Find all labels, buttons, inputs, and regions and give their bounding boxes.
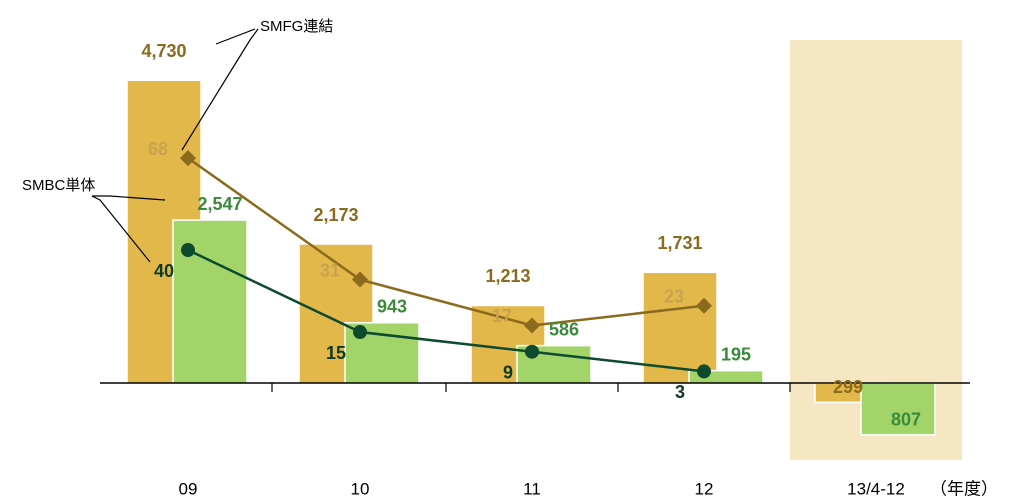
line-value-label: 15 xyxy=(326,343,346,363)
bar-value-label: 4,730 xyxy=(141,41,186,61)
x-tick-label: 10 xyxy=(351,479,370,498)
line-value-label: 40 xyxy=(154,261,174,281)
line xyxy=(187,248,705,373)
annotation: SMBC単体 xyxy=(22,177,95,194)
marker xyxy=(697,364,711,379)
marker xyxy=(353,325,367,340)
leader-lines xyxy=(91,28,259,263)
line-value-label: 31 xyxy=(320,260,340,280)
bar-value-label: 1,213 xyxy=(485,266,530,286)
bar-value-label: 807 xyxy=(891,410,921,430)
bar-value-label: 1,731 xyxy=(657,233,702,253)
line-value-label: 3 xyxy=(675,382,685,402)
marker xyxy=(696,297,712,314)
bar xyxy=(860,382,936,436)
x-tick-label: 11 xyxy=(523,479,541,498)
line-value-label: 23 xyxy=(664,287,684,307)
annotation: SMFG連結 xyxy=(260,18,333,35)
bar-value-label: 195 xyxy=(721,344,751,364)
line-value-label: 68 xyxy=(148,139,168,159)
x-tick-label: 12 xyxy=(695,479,714,498)
line-value-label: 17 xyxy=(492,306,512,326)
line-value-label: 9 xyxy=(503,362,513,382)
marker xyxy=(180,150,196,167)
marker xyxy=(352,271,368,288)
axis-ticks xyxy=(271,383,791,392)
x-tick-label: 09 xyxy=(179,479,198,498)
marker xyxy=(524,317,540,334)
line xyxy=(187,157,705,327)
bar-value-label: 2,173 xyxy=(313,205,358,225)
bar-value-label: 2,547 xyxy=(197,194,242,214)
marker xyxy=(525,344,539,359)
bar-value-label: 299 xyxy=(833,377,863,397)
x-tick-label: 13/4-12 xyxy=(847,479,905,498)
bar-value-label: 586 xyxy=(549,319,579,339)
marker xyxy=(181,243,195,258)
x-unit: （年度） xyxy=(930,479,998,498)
bar-value-label: 943 xyxy=(377,297,407,317)
